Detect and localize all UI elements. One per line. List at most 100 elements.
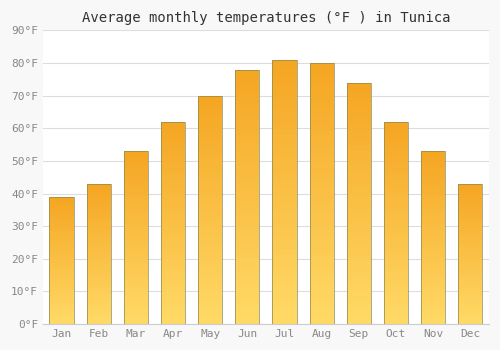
Bar (384, 304, 408, 308)
Bar (310, 298, 334, 303)
Bar (161, 207, 185, 211)
Bar (161, 211, 185, 215)
Bar (310, 272, 334, 277)
Bar (421, 203, 445, 206)
Bar (458, 296, 482, 299)
Bar (50, 319, 74, 322)
Bar (50, 197, 74, 324)
Bar (161, 316, 185, 320)
Bar (458, 212, 482, 215)
Bar (384, 251, 408, 255)
Bar (272, 150, 296, 155)
Bar (86, 304, 111, 307)
Bar (198, 278, 222, 283)
Bar (421, 300, 445, 303)
Bar (198, 155, 222, 160)
Bar (384, 292, 408, 296)
Bar (124, 220, 148, 224)
Bar (50, 296, 74, 299)
Bar (347, 83, 371, 324)
Bar (347, 165, 371, 169)
Bar (124, 279, 148, 282)
Bar (161, 215, 185, 219)
Bar (347, 305, 371, 309)
Bar (198, 96, 222, 324)
Bar (421, 293, 445, 296)
Bar (458, 245, 482, 248)
Bar (86, 209, 111, 212)
Bar (458, 184, 482, 187)
Bar (384, 247, 408, 251)
Bar (236, 202, 260, 207)
Bar (421, 158, 445, 161)
Bar (458, 288, 482, 290)
Bar (50, 273, 74, 276)
Bar (384, 199, 408, 203)
Bar (347, 213, 371, 218)
Bar (310, 225, 334, 230)
Bar (124, 151, 148, 324)
Bar (86, 240, 111, 243)
Bar (236, 207, 260, 212)
Bar (310, 282, 334, 287)
Bar (384, 255, 408, 259)
Bar (384, 235, 408, 239)
Bar (236, 299, 260, 304)
Bar (272, 250, 296, 255)
Bar (50, 210, 74, 212)
Bar (421, 296, 445, 300)
Bar (310, 209, 334, 215)
Bar (272, 303, 296, 308)
Bar (50, 225, 74, 228)
Bar (198, 132, 222, 137)
Bar (198, 283, 222, 287)
Bar (421, 220, 445, 224)
Bar (161, 130, 185, 134)
Bar (86, 299, 111, 302)
Bar (458, 248, 482, 251)
Bar (124, 293, 148, 296)
Bar (310, 194, 334, 199)
Bar (421, 251, 445, 255)
Bar (421, 189, 445, 193)
Bar (384, 320, 408, 324)
Bar (236, 314, 260, 319)
Bar (50, 304, 74, 306)
Bar (347, 309, 371, 314)
Bar (347, 261, 371, 266)
Bar (161, 122, 185, 126)
Bar (124, 321, 148, 324)
Bar (50, 299, 74, 301)
Bar (384, 215, 408, 219)
Bar (198, 292, 222, 297)
Bar (198, 191, 222, 196)
Bar (198, 100, 222, 105)
Bar (272, 308, 296, 314)
Bar (86, 307, 111, 310)
Bar (384, 243, 408, 247)
Bar (347, 112, 371, 117)
Bar (124, 275, 148, 279)
Bar (458, 195, 482, 198)
Bar (50, 253, 74, 256)
Bar (310, 267, 334, 272)
Bar (421, 321, 445, 324)
Bar (161, 146, 185, 150)
Bar (161, 251, 185, 255)
Bar (198, 182, 222, 187)
Bar (86, 257, 111, 259)
Bar (50, 217, 74, 220)
Bar (458, 243, 482, 245)
Bar (86, 296, 111, 299)
Bar (421, 186, 445, 189)
Bar (161, 174, 185, 179)
Bar (272, 123, 296, 128)
Bar (198, 287, 222, 292)
Bar (86, 279, 111, 282)
Bar (198, 269, 222, 274)
Bar (272, 118, 296, 123)
Bar (86, 187, 111, 189)
Bar (161, 203, 185, 207)
Bar (124, 265, 148, 269)
Bar (86, 203, 111, 206)
